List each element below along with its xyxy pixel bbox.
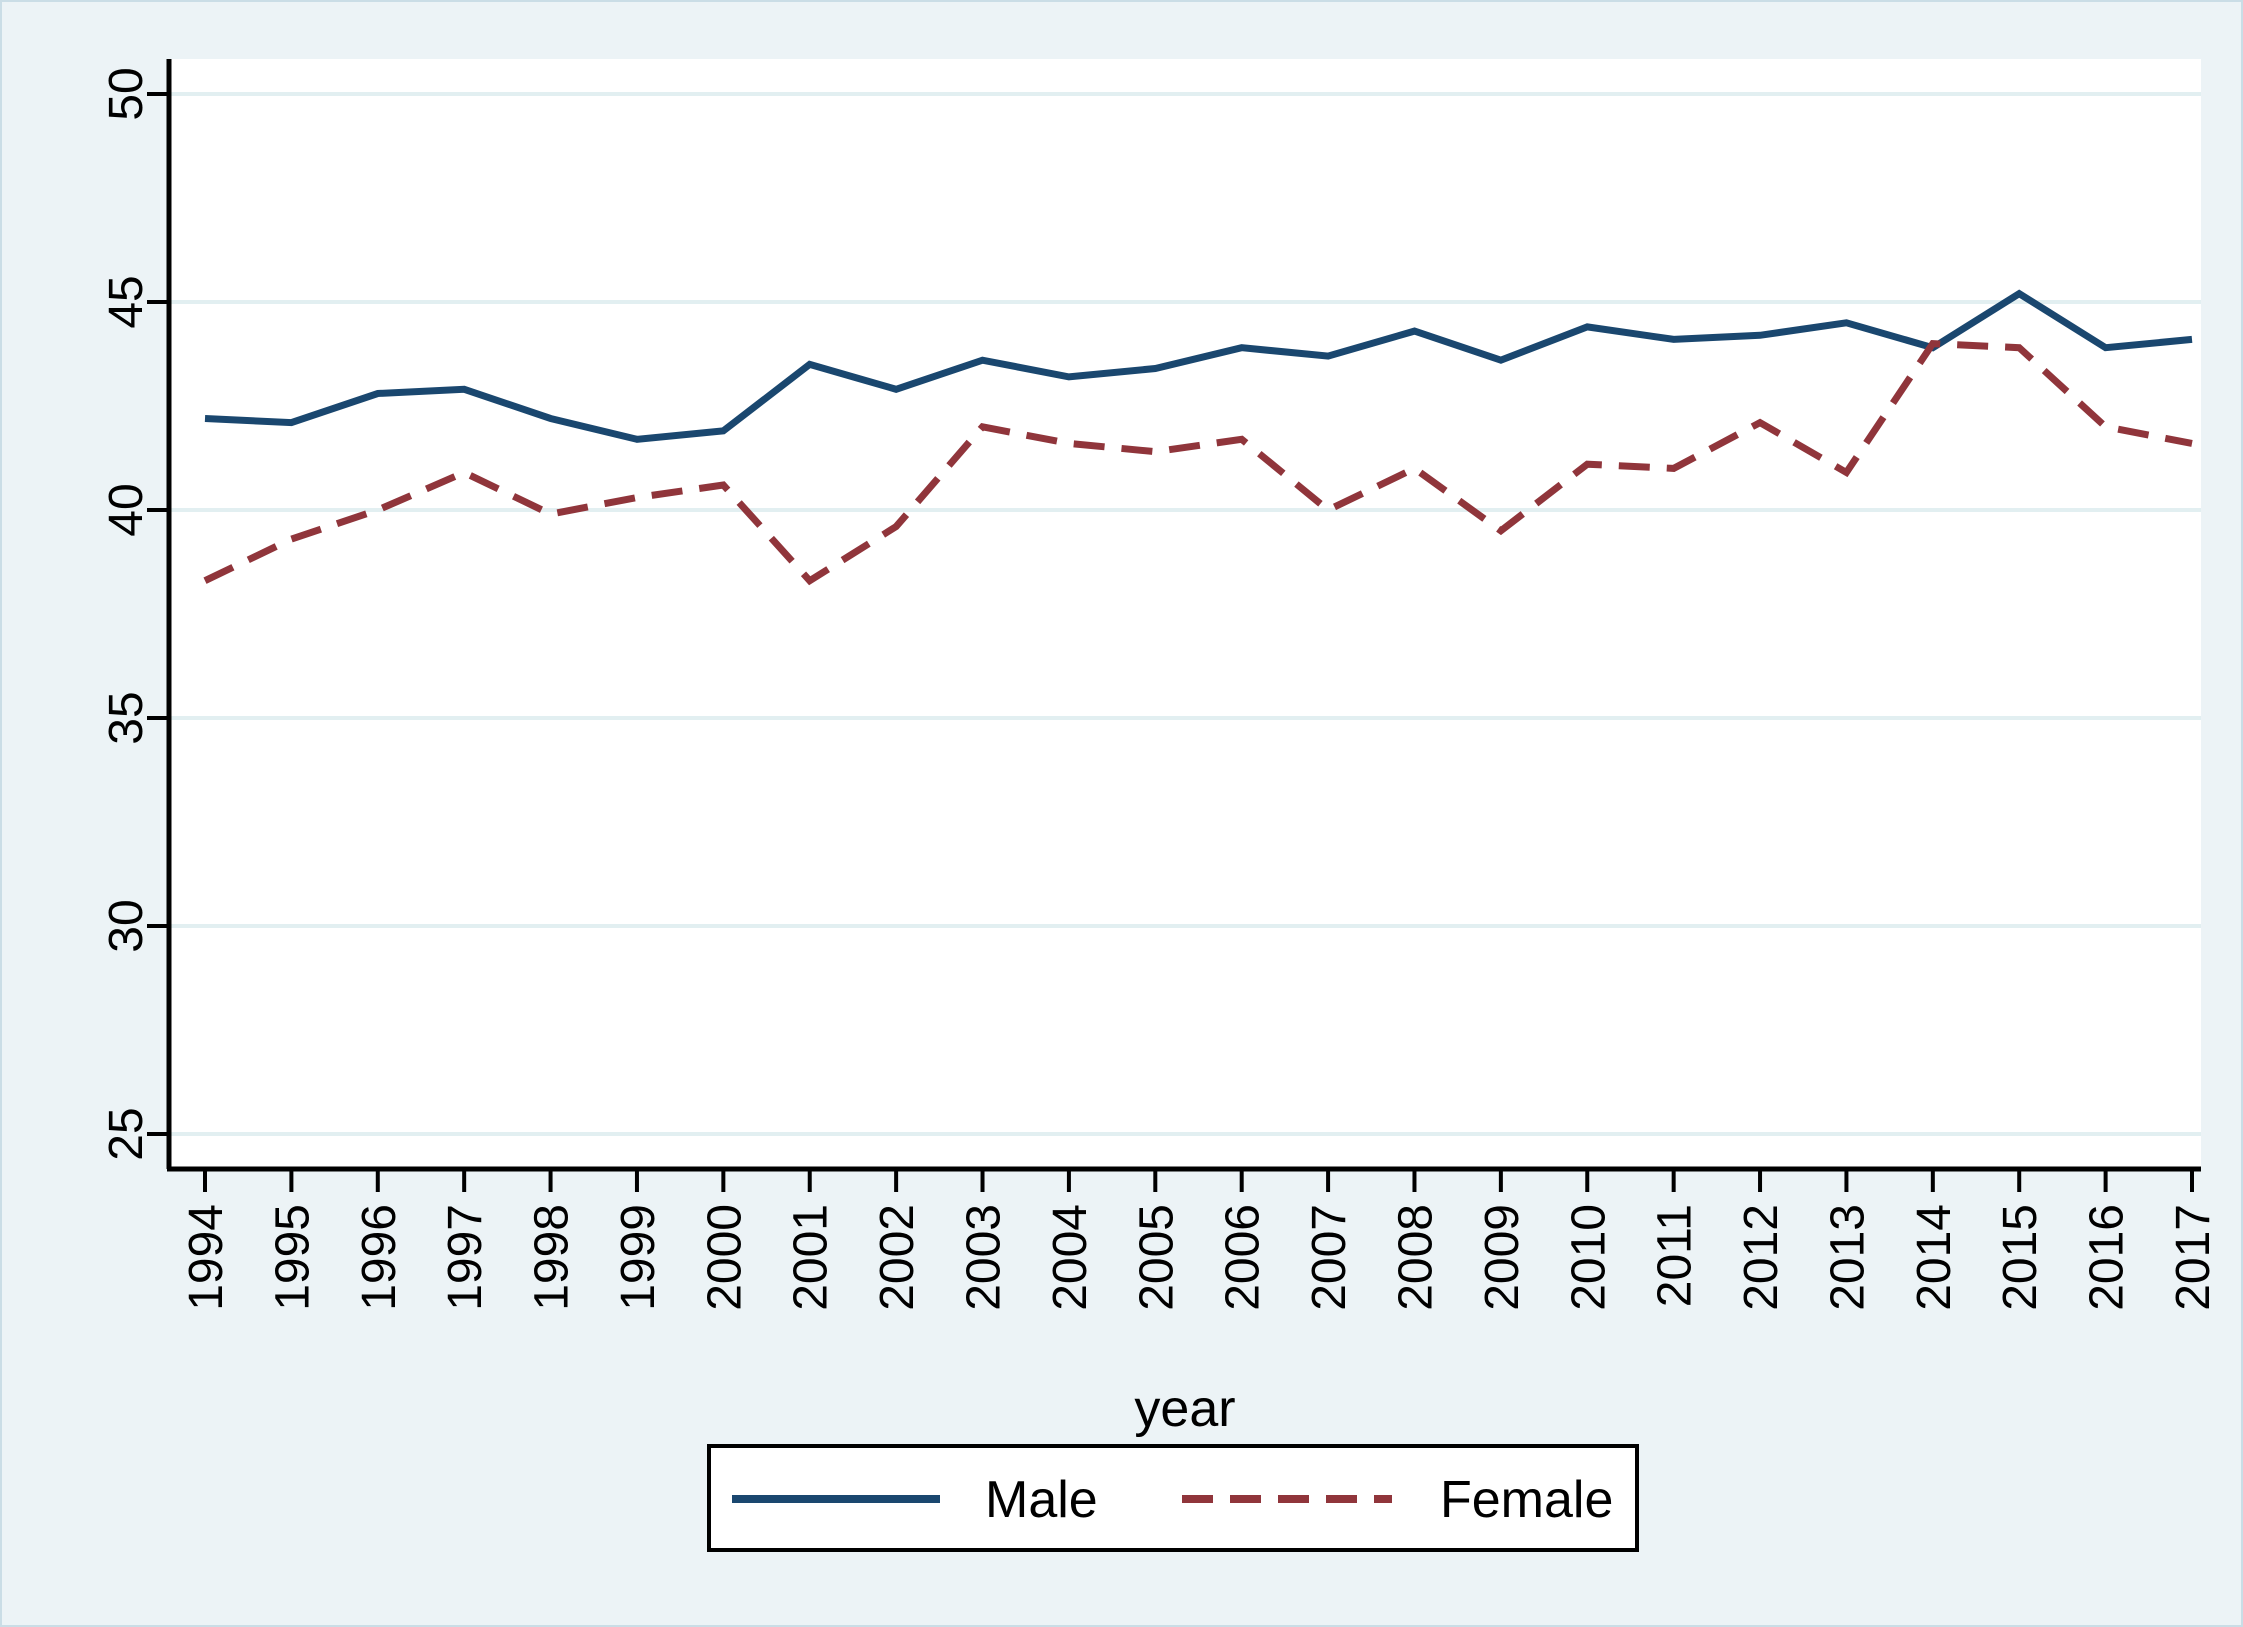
x-tick-label: 2003 bbox=[958, 1204, 1011, 1311]
x-tick-label: 1995 bbox=[266, 1204, 319, 1311]
x-axis-title: year bbox=[1134, 1380, 1235, 1438]
series-lines bbox=[203, 289, 2193, 586]
y-tick-label: 40 bbox=[100, 483, 153, 536]
x-tick-label: 1994 bbox=[180, 1204, 233, 1311]
x-tick-label: 1997 bbox=[439, 1204, 492, 1311]
x-tick-label: 2015 bbox=[1994, 1204, 2047, 1311]
y-axis-ticks: 25 30 35 40 45 50 bbox=[100, 67, 169, 1161]
x-tick-label: 2014 bbox=[1908, 1204, 1961, 1311]
y-tick-label: 35 bbox=[100, 691, 153, 744]
male-series-line bbox=[204, 289, 2193, 443]
legend-label-male: Male bbox=[985, 1471, 1098, 1529]
x-tick-label: 2005 bbox=[1130, 1204, 1183, 1311]
x-tick-label: 1998 bbox=[526, 1204, 579, 1311]
x-tick-label: 2008 bbox=[1389, 1204, 1442, 1311]
x-tick-label: 2012 bbox=[1735, 1204, 1788, 1311]
x-tick-label: 2004 bbox=[1044, 1204, 1097, 1311]
x-axis-ticks: 1994 1995 1996 1997 1998 1999 2000 2001 2002 2003… bbox=[180, 1169, 2220, 1311]
plot-area bbox=[169, 59, 2201, 1169]
x-tick-label: 1996 bbox=[353, 1204, 406, 1311]
x-tick-label: 1999 bbox=[612, 1204, 665, 1311]
y-tick-label: 30 bbox=[100, 899, 153, 952]
x-tick-label: 2000 bbox=[698, 1204, 751, 1311]
x-tick-label: 2011 bbox=[1649, 1204, 1702, 1307]
female-series-line bbox=[203, 340, 2193, 586]
legend: Male Female bbox=[707, 1444, 1639, 1552]
gridlines bbox=[169, 91, 2201, 1137]
y-tick-label: 50 bbox=[100, 67, 153, 120]
x-tick-label: 2010 bbox=[1562, 1204, 1615, 1311]
x-tick-label: 2009 bbox=[1476, 1204, 1529, 1311]
x-tick-label: 2007 bbox=[1303, 1204, 1356, 1311]
y-tick-label: 45 bbox=[100, 275, 153, 328]
y-tick-label: 25 bbox=[100, 1107, 153, 1160]
x-tick-label: 2006 bbox=[1217, 1204, 1270, 1311]
x-tick-label: 2016 bbox=[2081, 1204, 2134, 1311]
x-tick-label: 2013 bbox=[1821, 1204, 1874, 1311]
x-tick-label: 2002 bbox=[871, 1204, 924, 1311]
legend-label-female: Female bbox=[1440, 1471, 1613, 1529]
x-tick-label: 2001 bbox=[785, 1204, 838, 1311]
x-tick-label: 2017 bbox=[2167, 1204, 2220, 1311]
